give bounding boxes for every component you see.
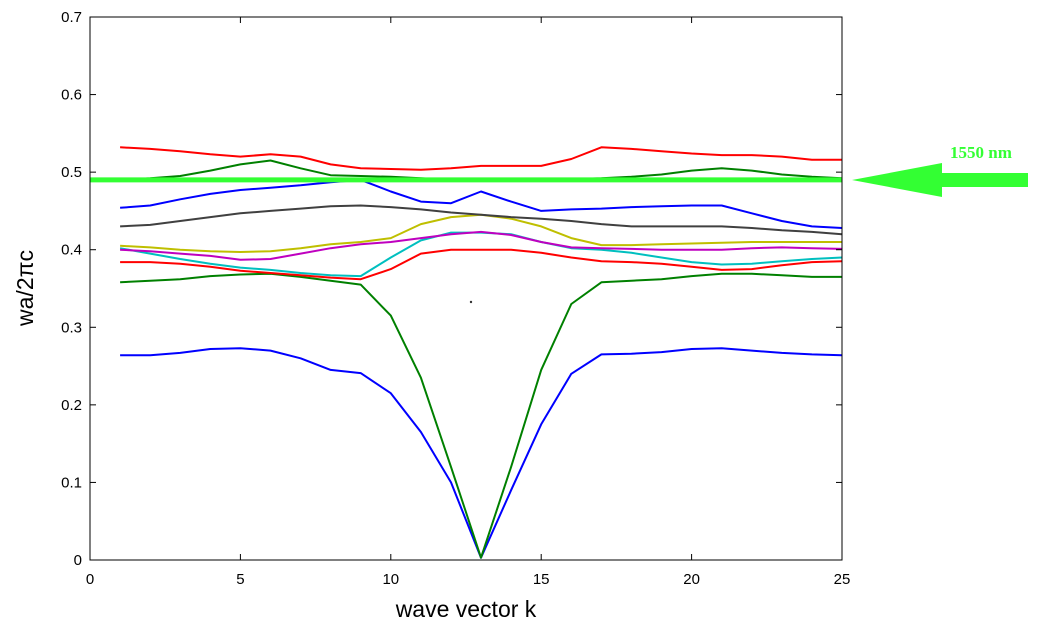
x-tick-label: 10 — [382, 571, 399, 588]
y-tick-label: 0.1 — [61, 474, 82, 491]
y-tick-label: 0.3 — [61, 319, 82, 336]
x-tick-label: 20 — [683, 571, 700, 588]
y-tick-label: 0.4 — [61, 242, 82, 259]
series-line-10 — [120, 146, 842, 171]
y-tick-label: 0 — [74, 552, 82, 569]
plot-frame — [89, 16, 843, 561]
x-tick-label: 15 — [533, 571, 550, 588]
series-line-3 — [120, 248, 843, 281]
y-axis-label: wa/2πc — [12, 250, 38, 327]
y-tick-label: 0.7 — [61, 9, 82, 26]
plot-background — [90, 17, 842, 560]
annotation-1550nm: 1550 nm — [950, 143, 1012, 162]
x-tick-label: 0 — [86, 571, 94, 588]
series-line-7 — [120, 204, 843, 236]
y-tick-label: 0.2 — [61, 397, 82, 414]
x-axis-label: wave vector k — [395, 596, 537, 622]
stray-dot — [469, 300, 473, 304]
series-line-2 — [120, 272, 842, 559]
arrow-icon — [852, 163, 1028, 197]
series-line-8 — [120, 178, 843, 229]
y-tick-label: 0.5 — [61, 164, 82, 181]
y-tick-label: 0.6 — [61, 87, 82, 104]
series-line-5 — [120, 230, 843, 261]
x-tick-label: 5 — [236, 571, 244, 588]
x-ticks: 0 5 10 15 20 25 — [86, 17, 851, 588]
y-ticks: 0 0.1 0.2 0.3 0.4 0.5 0.6 0.7 — [61, 9, 842, 569]
x-tick-label: 25 — [834, 571, 851, 588]
